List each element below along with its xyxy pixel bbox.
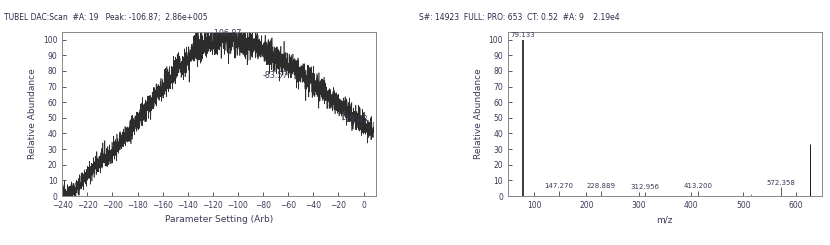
Text: -83.57: -83.57	[262, 71, 288, 80]
Text: -106.87: -106.87	[212, 29, 242, 38]
Text: 413.200: 413.200	[683, 184, 712, 189]
Text: 147.270: 147.270	[544, 183, 574, 189]
Text: -19.03: -19.03	[342, 115, 368, 124]
Y-axis label: Relative Abundance: Relative Abundance	[28, 69, 37, 159]
Text: S#: 14923  FULL: PRO: 653  CT: 0.52  #A: 9    2.19e4: S#: 14923 FULL: PRO: 653 CT: 0.52 #A: 9 …	[419, 13, 620, 22]
Text: 572.358: 572.358	[767, 180, 795, 185]
Text: 79.133: 79.133	[510, 32, 535, 38]
Text: 228.889: 228.889	[587, 184, 616, 189]
Y-axis label: Relative Abundance: Relative Abundance	[474, 69, 483, 159]
Text: 312.956: 312.956	[631, 184, 660, 190]
X-axis label: m/z: m/z	[657, 215, 673, 224]
Text: TUBEL DAC:Scan  #A: 19   Peak: -106.87;  2.86e+005: TUBEL DAC:Scan #A: 19 Peak: -106.87; 2.8…	[4, 13, 208, 22]
X-axis label: Parameter Setting (Arb): Parameter Setting (Arb)	[165, 215, 273, 224]
